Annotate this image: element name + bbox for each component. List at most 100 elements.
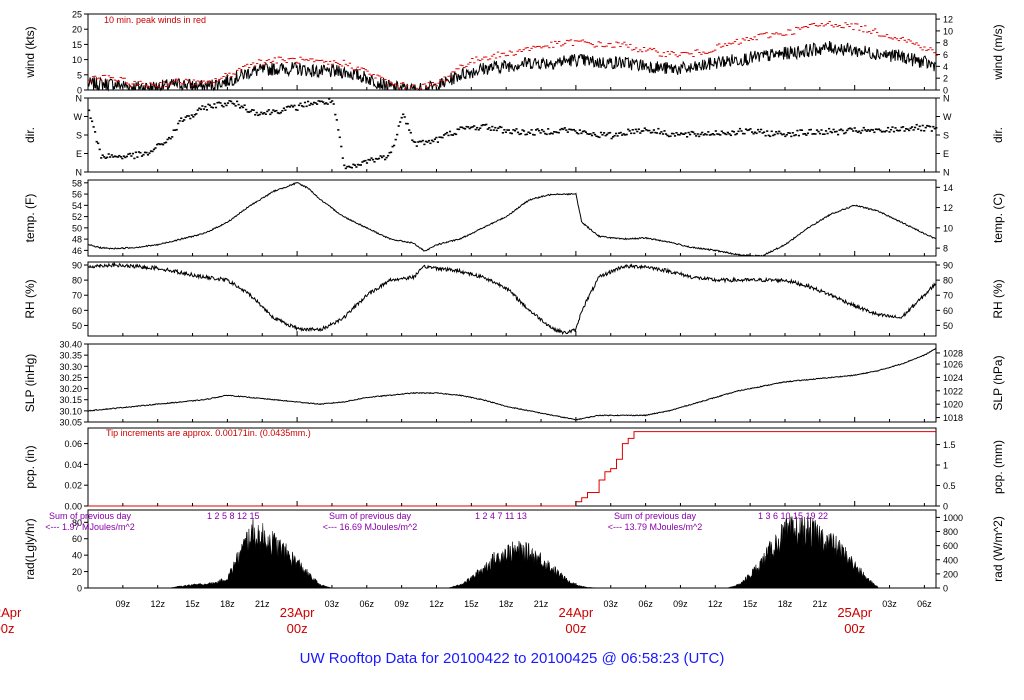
dir-point [388, 151, 391, 154]
wind-peak-point [153, 84, 156, 86]
wind-peak-point [771, 33, 774, 35]
dir-point [738, 127, 742, 130]
dir-point [364, 159, 367, 162]
wind-peak-point [810, 23, 814, 25]
dir-point [408, 129, 411, 131]
wind-peak-point [650, 49, 654, 51]
dir-point [412, 140, 415, 143]
dir-point [670, 132, 674, 135]
wind-right-tick-label: 12 [943, 15, 953, 25]
wind-peak-point [151, 83, 154, 85]
dir-point [435, 136, 438, 139]
dir-right-tick-label: W [943, 112, 952, 122]
rad-right-tick-label: 200 [943, 569, 958, 579]
dir-point [288, 106, 291, 108]
dir-point [547, 128, 550, 130]
dir-point [666, 134, 669, 137]
dir-point [636, 130, 639, 133]
dir-point [820, 129, 823, 131]
x-hour-label: 09z [394, 599, 409, 609]
dir-point [384, 158, 387, 161]
wind-peak-point [295, 61, 298, 63]
dir-point [477, 129, 480, 131]
dir-point [313, 101, 316, 104]
wind-peak-point [169, 83, 172, 85]
dir-point [207, 103, 210, 106]
dir-point [445, 131, 449, 134]
wind-peak-point [261, 64, 265, 66]
dir-point [673, 135, 677, 137]
dir-right-tick-label: E [943, 149, 949, 159]
wind-peak-point [680, 52, 683, 54]
temp-ytick-label: 54 [72, 201, 82, 211]
wind-peak-point [368, 73, 371, 75]
wind-peak-point [879, 35, 883, 37]
dir-point [106, 156, 109, 159]
dir-point [362, 160, 365, 162]
dir-point [571, 129, 574, 131]
dir-point [897, 130, 900, 132]
wind-peak-point [427, 82, 431, 84]
dir-point [710, 133, 713, 136]
dir-point [160, 143, 163, 145]
dir-point [728, 133, 731, 135]
rad-sum-label: Sum of previous day [49, 511, 132, 521]
x-date-label: 25Apr [837, 605, 872, 620]
dir-point [470, 126, 473, 129]
wind-peak-point [640, 51, 644, 53]
wind-peak-point [411, 84, 415, 86]
wind-peak-point [613, 46, 616, 48]
slp-ytick-label: 30.30 [59, 362, 82, 372]
wind-peak-point [388, 81, 391, 83]
dir-point [852, 130, 855, 132]
wind-peak-point [198, 81, 201, 83]
wind-peak-point [111, 77, 115, 79]
dir-point [894, 127, 897, 129]
wind-peak-point [723, 43, 727, 45]
rh-ylabel: RH (%) [23, 279, 37, 318]
wind-peak-point [550, 41, 553, 43]
wind-peak-point [538, 45, 541, 47]
rad-hour-labels: 1 2 4 7 11 13 [475, 511, 527, 521]
wind-peak-point [660, 55, 664, 57]
wind-peak-point [101, 75, 105, 76]
dir-point [186, 115, 189, 117]
wind-peak-point [615, 41, 618, 43]
dir-point [932, 125, 935, 128]
dir-point [823, 133, 826, 135]
dir-point [379, 155, 382, 157]
dir-point [122, 155, 125, 157]
wind-peak-point [277, 56, 280, 58]
slp-right-tick-label: 1022 [943, 386, 963, 396]
dir-point [873, 131, 876, 134]
wind-peak-point [868, 31, 871, 33]
wind-peak-point [176, 79, 180, 81]
wind-peak-point [721, 45, 725, 47]
x-hour-label: 03z [325, 599, 340, 609]
dir-point [672, 132, 675, 135]
dir-point [903, 130, 906, 132]
wind-peak-point [611, 46, 614, 48]
dir-point [128, 152, 131, 155]
dir-point [696, 133, 699, 135]
footer-prefix: UW Rooftop Data for [299, 650, 439, 667]
wind-peak-point [923, 46, 926, 48]
dir-point [359, 164, 362, 166]
wind-peak-point [603, 46, 606, 48]
dir-point [621, 134, 624, 136]
slp-ytick-label: 30.05 [59, 418, 82, 428]
x-hour-label: 09z [116, 599, 131, 609]
wind-peak-point [435, 85, 438, 87]
dir-point [527, 131, 530, 133]
pcp-ylabel-right: pcp. (mm) [991, 440, 1005, 494]
dir-right-tick-label: N [943, 168, 950, 178]
dir-point [741, 132, 745, 135]
wind-peak-point [830, 24, 833, 26]
dir-point [575, 132, 578, 134]
wind-peak-point [579, 40, 583, 42]
dir-point [415, 145, 418, 147]
dir-point [763, 131, 766, 133]
dir-point [189, 117, 192, 120]
slp-right-tick-label: 1026 [943, 360, 963, 370]
wind-peak-point [911, 42, 914, 44]
